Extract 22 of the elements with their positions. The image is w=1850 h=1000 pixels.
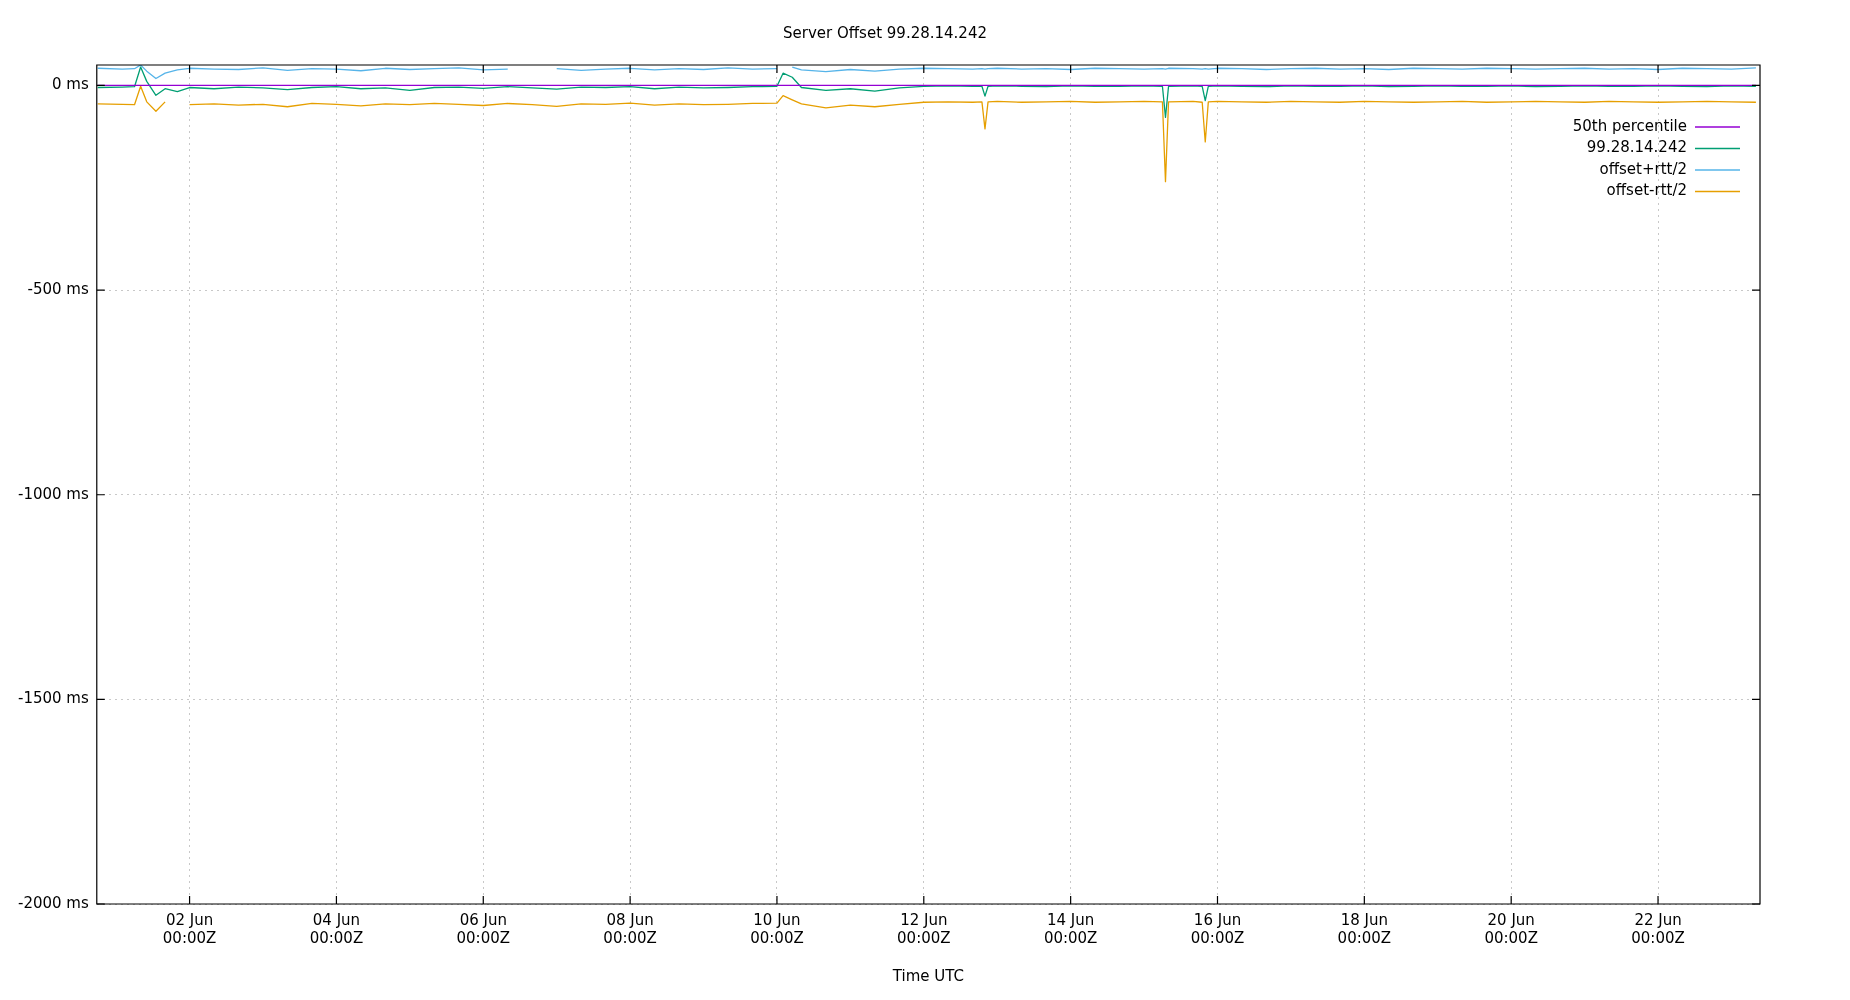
chart-title: Server Offset 99.28.14.242: [783, 23, 987, 42]
x-axis-title: Time UTC: [891, 966, 964, 985]
x-tick-label: 22 Jun 00:00Z: [1631, 910, 1685, 947]
x-tick-label: 12 Jun 00:00Z: [897, 910, 951, 947]
x-tick-label: 10 Jun 00:00Z: [750, 910, 804, 947]
y-tick-label: -1500 ms: [18, 689, 89, 708]
legend-label: offset+rtt/2: [1599, 159, 1687, 178]
legend-label: 50th percentile: [1572, 116, 1687, 135]
x-tick-label: 06 Jun 00:00Z: [456, 910, 511, 947]
y-tick-label: 0 ms: [52, 75, 89, 94]
x-tick-label: 14 Jun 00:00Z: [1043, 910, 1098, 947]
x-tick-label: 08 Jun 00:00Z: [603, 910, 657, 947]
y-tick-label: -2000 ms: [18, 893, 89, 912]
legend-label: offset-rtt/2: [1606, 181, 1687, 200]
x-tick-label: 18 Jun 00:00Z: [1337, 910, 1392, 947]
y-tick-label: -1000 ms: [18, 484, 89, 503]
y-tick-label: -500 ms: [27, 279, 89, 298]
x-tick-label: 20 Jun 00:00Z: [1484, 910, 1538, 947]
x-tick-label: 02 Jun 00:00Z: [162, 910, 217, 947]
legend-label: 99.28.14.242: [1586, 138, 1687, 157]
x-tick-label: 04 Jun 00:00Z: [309, 910, 364, 947]
x-tick-label: 16 Jun 00:00Z: [1190, 910, 1245, 947]
